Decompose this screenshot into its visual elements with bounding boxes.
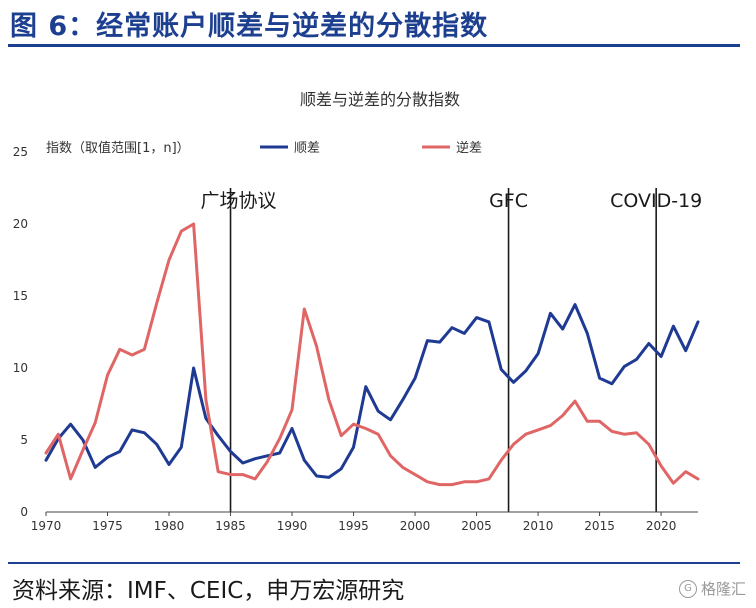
y-tick-label-0: 0: [20, 505, 28, 519]
event-label-2: COVID-19: [610, 190, 702, 212]
x-tick-label-4: 1990: [277, 519, 308, 530]
x-tick-label-9: 2015: [584, 519, 615, 530]
x-tick-label-7: 2005: [461, 519, 492, 530]
y-tick-label-2: 10: [13, 361, 28, 375]
y-tick-label-3: 15: [13, 289, 28, 303]
line-chart: 顺差与逆差的分散指数 指数（取值范围[1，n]） 顺差 逆差 广场协议 GFC COV…: [13, 90, 703, 530]
watermark-logo-icon: G: [678, 579, 697, 598]
y-tick-label-5: 25: [13, 145, 28, 159]
x-tick-label-1: 1975: [92, 519, 123, 530]
x-tick-label-10: 2020: [646, 519, 677, 530]
source-note: 资料来源：IMF、CEIC，申万宏源研究: [12, 578, 405, 604]
x-tick-label-2: 1980: [154, 519, 185, 530]
title-rule: [8, 44, 740, 47]
legend-label-1: 逆差: [456, 140, 482, 156]
series-lines: [44, 222, 700, 487]
chart-title: 顺差与逆差的分散指数: [300, 90, 460, 109]
legend-label-0: 顺差: [294, 141, 320, 156]
event-label-0: 广场协议: [201, 190, 277, 212]
x-tick-label-3: 1985: [215, 519, 246, 530]
event-markers: 广场协议 GFC COVID-19: [201, 188, 702, 512]
x-tick-label-6: 2000: [400, 519, 431, 530]
figure-title: 图 6：经常账户顺差与逆差的分散指数: [10, 11, 489, 42]
y-axis-label: 指数（取值范围[1，n]）: [46, 140, 190, 156]
watermark-text: 格隆汇: [700, 580, 746, 598]
y-tick-label-4: 20: [13, 217, 28, 231]
watermark: G 格隆汇: [678, 578, 746, 599]
x-tick-label-5: 1995: [338, 519, 369, 530]
x-tick-label-8: 2010: [523, 519, 554, 530]
event-label-1: GFC: [489, 190, 528, 212]
series-line-0: [44, 303, 700, 479]
series-line-1: [44, 222, 700, 487]
x-tick-label-0: 1970: [31, 519, 62, 530]
footer-rule: [8, 562, 740, 564]
legend: 顺差 逆差: [260, 140, 482, 156]
y-tick-label-1: 5: [20, 433, 28, 447]
axes: 1970 1975 1980 1985 1990 1995 2000 2005 2010 2015…: [13, 145, 698, 530]
